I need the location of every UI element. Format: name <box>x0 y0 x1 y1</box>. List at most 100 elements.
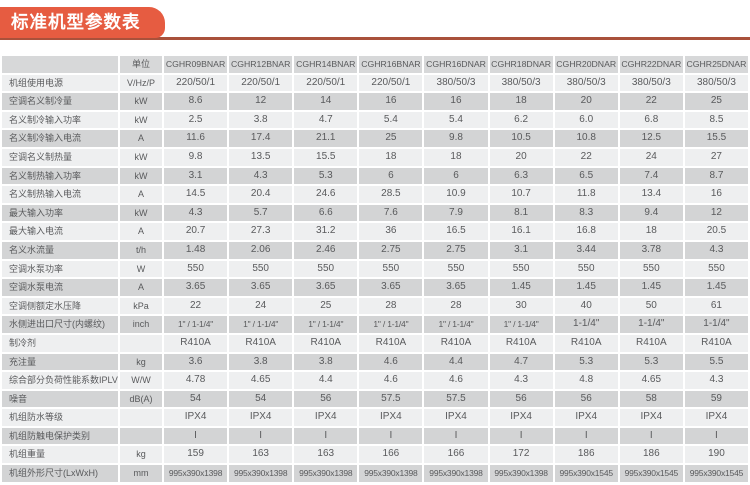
value-cell: 8.7 <box>684 167 748 185</box>
row-unit: V/Hz/P <box>120 74 162 92</box>
value-cell: 1" / 1-1/4" <box>164 316 228 333</box>
value-cell: 3.65 <box>359 279 423 296</box>
table-row: 机组外形尺寸(LxWxH) mm 995x390x1398 995x390x1398 9… <box>2 465 748 482</box>
value-cell: 3.1 <box>489 241 553 259</box>
value-cell: 550 <box>684 260 748 278</box>
value-cell: 2.5 <box>164 111 228 129</box>
value-cell: I <box>424 427 488 445</box>
value-cell: 24 <box>229 297 293 315</box>
value-cell: 550 <box>294 260 358 278</box>
value-cell: 995x390x1398 <box>489 465 553 482</box>
value-cell: 3.78 <box>619 241 683 259</box>
value-cell: 27.3 <box>229 223 293 240</box>
value-cell: 61 <box>684 297 748 315</box>
value-cell: 25 <box>684 93 748 110</box>
value-cell: 380/50/3 <box>684 74 748 92</box>
table-row: 综合部分负荷性能系数IPLV W/W 4.78 4.65 4.4 4.6 4.6 4.3 4.8… <box>2 372 748 389</box>
value-cell: IPX4 <box>164 409 228 426</box>
value-cell: 220/50/1 <box>294 74 358 92</box>
value-cell: R410A <box>684 334 748 352</box>
value-cell: 58 <box>619 390 683 408</box>
table-row: 名义制冷输入功率 kW 2.5 3.8 4.7 5.4 5.4 6.2 6.0 6.8 8.5 <box>2 111 748 129</box>
title-banner: 标准机型参数表 <box>0 7 165 38</box>
value-cell: 18 <box>489 93 553 110</box>
value-cell: 1" / 1-1/4" <box>489 316 553 333</box>
value-cell: 4.3 <box>489 372 553 389</box>
value-cell: 995x390x1398 <box>229 465 293 482</box>
value-cell: 6.3 <box>489 167 553 185</box>
value-cell: 28.5 <box>359 186 423 203</box>
value-cell: 166 <box>424 446 488 464</box>
table-row: 充注量 kg 3.6 3.8 3.8 4.6 4.4 4.7 5.3 5.3 5.5 <box>2 353 748 371</box>
table-row: 机组使用电源 V/Hz/P 220/50/1 220/50/1 220/50/1 220/… <box>2 74 748 92</box>
row-unit: dB(A) <box>120 390 162 408</box>
value-cell: 186 <box>619 446 683 464</box>
value-cell: 190 <box>684 446 748 464</box>
model-column-header: CGHR22DNAR <box>619 56 683 73</box>
value-cell: 2.06 <box>229 241 293 259</box>
value-cell: 6.2 <box>489 111 553 129</box>
row-unit: W <box>120 260 162 278</box>
value-cell: 4.3 <box>229 167 293 185</box>
value-cell: 1-1/4" <box>554 316 618 333</box>
value-cell: 159 <box>164 446 228 464</box>
value-cell: R410A <box>554 334 618 352</box>
value-cell: 4.65 <box>229 372 293 389</box>
value-cell: IPX4 <box>359 409 423 426</box>
value-cell: 21.1 <box>294 130 358 147</box>
value-cell: R410A <box>294 334 358 352</box>
value-cell: 20.5 <box>684 223 748 240</box>
row-label: 充注量 <box>2 353 118 371</box>
value-cell: 18 <box>424 148 488 166</box>
value-cell: 25 <box>294 297 358 315</box>
value-cell: 9.8 <box>424 130 488 147</box>
value-cell: 995x390x1398 <box>424 465 488 482</box>
value-cell: 56 <box>294 390 358 408</box>
value-cell: 40 <box>554 297 618 315</box>
table-row: 空调名义制冷量 kW 8.6 12 14 16 16 18 20 22 25 <box>2 93 748 110</box>
row-unit: kg <box>120 446 162 464</box>
value-cell: 2.75 <box>424 241 488 259</box>
value-cell: 4.4 <box>294 372 358 389</box>
value-cell: 4.4 <box>424 353 488 371</box>
value-cell: 3.65 <box>164 279 228 296</box>
value-cell: IPX4 <box>489 409 553 426</box>
value-cell: 5.4 <box>359 111 423 129</box>
value-cell: 5.7 <box>229 204 293 222</box>
model-column-header: CGHR16DNAR <box>424 56 488 73</box>
value-cell: R410A <box>619 334 683 352</box>
value-cell: 22 <box>619 93 683 110</box>
value-cell: 995x390x1398 <box>359 465 423 482</box>
value-cell: 8.6 <box>164 93 228 110</box>
value-cell: 6 <box>359 167 423 185</box>
value-cell: 7.6 <box>359 204 423 222</box>
page-title: 标准机型参数表 <box>11 11 141 32</box>
value-cell: IPX4 <box>554 409 618 426</box>
row-unit: kW <box>120 93 162 110</box>
row-unit: t/h <box>120 241 162 259</box>
value-cell: 10.5 <box>489 130 553 147</box>
row-unit <box>120 334 162 352</box>
value-cell: 1-1/4" <box>684 316 748 333</box>
value-cell: 4.6 <box>424 372 488 389</box>
value-cell: 8.3 <box>554 204 618 222</box>
value-cell: IPX4 <box>294 409 358 426</box>
value-cell: 6.8 <box>619 111 683 129</box>
value-cell: 4.6 <box>359 353 423 371</box>
value-cell: 27 <box>684 148 748 166</box>
value-cell: 1.45 <box>489 279 553 296</box>
value-cell: 2.75 <box>359 241 423 259</box>
value-cell: R410A <box>164 334 228 352</box>
value-cell: 2.46 <box>294 241 358 259</box>
value-cell: 8.1 <box>489 204 553 222</box>
row-label: 机组使用电源 <box>2 74 118 92</box>
value-cell: 1" / 1-1/4" <box>424 316 488 333</box>
row-label: 机组防触电保护类别 <box>2 427 118 445</box>
value-cell: 550 <box>164 260 228 278</box>
row-label: 空调水泵电流 <box>2 279 118 296</box>
value-cell: 5.3 <box>294 167 358 185</box>
spec-table-body: 单位 CGHR09BNAR CGHR12BNAR CGHR14BNAR CGHR16BN… <box>2 56 748 482</box>
row-label: 最大输入电流 <box>2 223 118 240</box>
value-cell: I <box>359 427 423 445</box>
row-unit: kW <box>120 148 162 166</box>
